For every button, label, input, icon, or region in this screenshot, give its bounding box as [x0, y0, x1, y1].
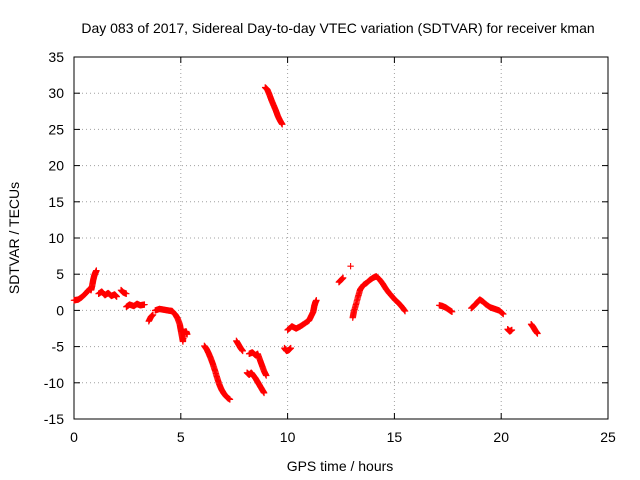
- data-point: [448, 308, 456, 316]
- grid: [74, 57, 608, 419]
- data-point: [141, 301, 148, 308]
- x-tick-label: 10: [280, 429, 296, 445]
- data-point: [226, 396, 234, 403]
- x-tick-label: 20: [493, 429, 509, 445]
- x-tick-label: 5: [177, 429, 185, 445]
- y-tick-label: 0: [56, 302, 64, 318]
- x-tick-label: 15: [387, 429, 403, 445]
- data-point: [508, 326, 516, 334]
- y-tick-label: 10: [48, 230, 64, 246]
- data-point: [500, 310, 507, 318]
- y-tick-label: 20: [48, 158, 64, 174]
- data-point: [347, 263, 354, 270]
- data-point: [260, 389, 268, 397]
- data-point: [239, 347, 246, 355]
- data-points: [70, 84, 541, 403]
- data-point: [113, 293, 120, 300]
- y-tick-label: 35: [48, 49, 64, 65]
- y-tick-label: 5: [56, 266, 64, 282]
- data-point: [184, 331, 191, 338]
- y-tick-label: 25: [48, 121, 64, 137]
- y-tick-label: -10: [44, 375, 64, 391]
- data-point: [401, 307, 409, 315]
- data-point: [287, 344, 295, 352]
- axis-ticks: [73, 56, 609, 420]
- data-point: [534, 330, 541, 337]
- data-point: [498, 309, 506, 317]
- y-axis-label: SDTVAR / TECUs: [6, 182, 22, 294]
- tick-labels: 0 5 10 15 20 25 -15 -10 -5 0 5 10 15 20 25 30 35: [44, 49, 616, 445]
- data-point: [499, 310, 506, 317]
- y-tick-label: 30: [48, 85, 64, 101]
- chart-title: Day 083 of 2017, Sidereal Day-to-day VTE…: [81, 20, 594, 36]
- y-tick-label: -15: [44, 411, 64, 427]
- data-point: [93, 267, 100, 274]
- data-point: [279, 121, 286, 128]
- data-point: [339, 274, 347, 282]
- y-tick-label: -5: [52, 339, 65, 355]
- data-point: [123, 290, 130, 297]
- x-tick-label: 25: [600, 429, 616, 445]
- x-axis-label: GPS time / hours: [287, 458, 394, 474]
- x-tick-label: 0: [70, 429, 78, 445]
- data-point: [263, 372, 270, 379]
- y-tick-label: 15: [48, 194, 64, 210]
- data-point: [313, 297, 320, 304]
- data-point: [149, 311, 157, 318]
